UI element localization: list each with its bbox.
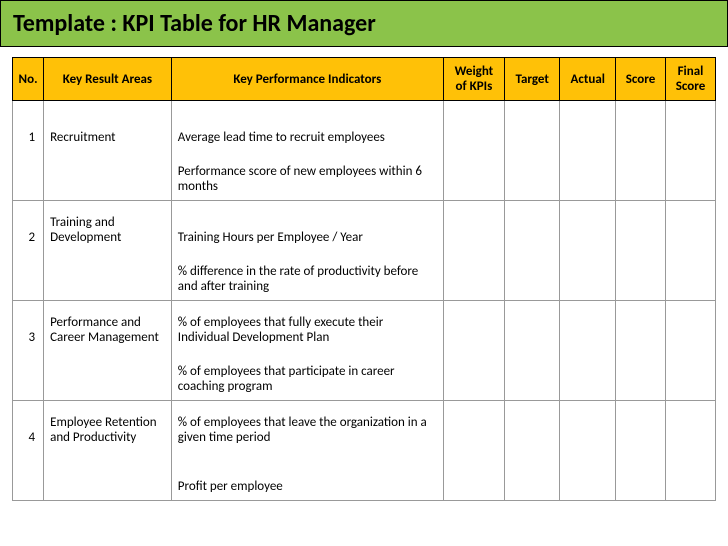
cell-no: 2: [13, 201, 44, 251]
table-row: 1RecruitmentAverage lead time to recruit…: [13, 101, 716, 151]
cell-score: [615, 101, 665, 151]
cell-target: [504, 451, 560, 501]
cell-kra: [44, 151, 172, 201]
cell-no: 3: [13, 301, 44, 351]
cell-kpi: Training Hours per Employee / Year: [171, 201, 443, 251]
cell-kpi: % of employees that participate in caree…: [171, 351, 443, 401]
cell-no: [13, 351, 44, 401]
cell-final: [665, 201, 715, 251]
cell-weight: [443, 251, 504, 301]
cell-actual: [560, 101, 616, 151]
col-header-weight: Weight of KPIs: [443, 58, 504, 101]
cell-target: [504, 201, 560, 251]
cell-score: [615, 251, 665, 301]
table-row: 2Training and DevelopmentTraining Hours …: [13, 201, 716, 251]
cell-final: [665, 351, 715, 401]
cell-actual: [560, 301, 616, 351]
cell-final: [665, 301, 715, 351]
table-row: 3Performance and Career Management% of e…: [13, 301, 716, 351]
cell-kra: Employee Retention and Productivity: [44, 401, 172, 451]
cell-score: [615, 151, 665, 201]
cell-score: [615, 301, 665, 351]
col-header-no: No.: [13, 58, 44, 101]
cell-kpi: Performance score of new employees withi…: [171, 151, 443, 201]
cell-weight: [443, 401, 504, 451]
cell-final: [665, 251, 715, 301]
cell-kra: [44, 451, 172, 501]
cell-actual: [560, 251, 616, 301]
table-row: Profit per employee: [13, 451, 716, 501]
cell-actual: [560, 351, 616, 401]
col-header-score: Score: [615, 58, 665, 101]
cell-no: 1: [13, 101, 44, 151]
table-row: % of employees that participate in caree…: [13, 351, 716, 401]
cell-final: [665, 101, 715, 151]
cell-score: [615, 351, 665, 401]
cell-final: [665, 451, 715, 501]
cell-actual: [560, 401, 616, 451]
cell-score: [615, 201, 665, 251]
cell-kra: [44, 251, 172, 301]
cell-target: [504, 351, 560, 401]
cell-weight: [443, 101, 504, 151]
cell-kra: Training and Development: [44, 201, 172, 251]
cell-no: 4: [13, 401, 44, 451]
cell-score: [615, 401, 665, 451]
col-header-final: Final Score: [665, 58, 715, 101]
cell-no: [13, 151, 44, 201]
cell-kpi: % of employees that fully execute their …: [171, 301, 443, 351]
cell-weight: [443, 351, 504, 401]
cell-score: [615, 451, 665, 501]
table-body: 1RecruitmentAverage lead time to recruit…: [13, 101, 716, 501]
cell-weight: [443, 301, 504, 351]
col-header-target: Target: [504, 58, 560, 101]
kpi-table-container: No. Key Result Areas Key Performance Ind…: [0, 47, 728, 501]
col-header-actual: Actual: [560, 58, 616, 101]
page-title: Template : KPI Table for HR Manager: [13, 9, 715, 38]
cell-kra: [44, 351, 172, 401]
cell-target: [504, 301, 560, 351]
cell-kra: Recruitment: [44, 101, 172, 151]
cell-final: [665, 401, 715, 451]
cell-actual: [560, 151, 616, 201]
table-row: % difference in the rate of productivity…: [13, 251, 716, 301]
table-row: Performance score of new employees withi…: [13, 151, 716, 201]
cell-target: [504, 401, 560, 451]
cell-kpi: % difference in the rate of productivity…: [171, 251, 443, 301]
cell-kpi: % of employees that leave the organizati…: [171, 401, 443, 451]
cell-weight: [443, 201, 504, 251]
table-row: 4Employee Retention and Productivity% of…: [13, 401, 716, 451]
title-bar: Template : KPI Table for HR Manager: [0, 0, 728, 47]
cell-kra: Performance and Career Management: [44, 301, 172, 351]
col-header-kra: Key Result Areas: [44, 58, 172, 101]
cell-actual: [560, 451, 616, 501]
col-header-kpi: Key Performance Indicators: [171, 58, 443, 101]
cell-weight: [443, 451, 504, 501]
cell-kpi: Profit per employee: [171, 451, 443, 501]
kpi-table: No. Key Result Areas Key Performance Ind…: [12, 57, 716, 501]
cell-kpi: Average lead time to recruit employees: [171, 101, 443, 151]
cell-no: [13, 451, 44, 501]
cell-target: [504, 251, 560, 301]
cell-target: [504, 151, 560, 201]
cell-weight: [443, 151, 504, 201]
cell-final: [665, 151, 715, 201]
table-header-row: No. Key Result Areas Key Performance Ind…: [13, 58, 716, 101]
cell-actual: [560, 201, 616, 251]
cell-target: [504, 101, 560, 151]
cell-no: [13, 251, 44, 301]
